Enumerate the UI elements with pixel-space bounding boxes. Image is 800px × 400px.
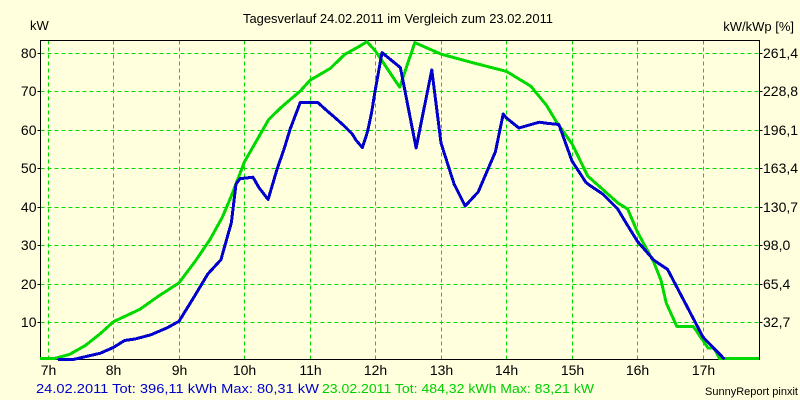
svg-text:80: 80 — [21, 45, 37, 61]
svg-text:10h: 10h — [233, 362, 256, 378]
svg-text:60: 60 — [21, 122, 37, 138]
svg-text:SunnyReport pinxit: SunnyReport pinxit — [705, 386, 798, 398]
svg-text:70: 70 — [21, 83, 37, 99]
svg-text:261,4: 261,4 — [763, 45, 798, 61]
svg-text:32,7: 32,7 — [763, 314, 790, 330]
svg-text:228,8: 228,8 — [763, 83, 798, 99]
svg-text:kW: kW — [30, 18, 50, 33]
svg-text:14h: 14h — [495, 362, 518, 378]
svg-text:10: 10 — [21, 314, 37, 330]
svg-text:9h: 9h — [172, 362, 188, 378]
svg-text:130,7: 130,7 — [763, 199, 798, 215]
svg-text:13h: 13h — [430, 362, 453, 378]
svg-text:40: 40 — [21, 199, 37, 215]
svg-text:11h: 11h — [299, 362, 321, 378]
svg-text:24.02.2011 Tot: 396,11 kWh Max: 24.02.2011 Tot: 396,11 kWh Max: 80,31 kW — [36, 381, 320, 396]
svg-text:23.02.2011 Tot: 484,32 kWh Max: 23.02.2011 Tot: 484,32 kWh Max: 83,21 kW — [322, 381, 595, 396]
svg-text:196,1: 196,1 — [763, 122, 798, 138]
svg-text:8h: 8h — [106, 362, 122, 378]
svg-text:65,4: 65,4 — [763, 276, 790, 292]
svg-text:Tagesverlauf 24.02.2011 im Ver: Tagesverlauf 24.02.2011 im Vergleich zum… — [243, 11, 553, 26]
svg-text:12h: 12h — [364, 362, 387, 378]
svg-text:kW/kWp [%]: kW/kWp [%] — [723, 19, 794, 34]
svg-text:20: 20 — [21, 276, 37, 292]
svg-text:17h: 17h — [692, 362, 715, 378]
svg-text:15h: 15h — [561, 362, 584, 378]
svg-text:7h: 7h — [41, 362, 57, 378]
svg-text:16h: 16h — [626, 362, 649, 378]
svg-text:30: 30 — [21, 237, 37, 253]
svg-text:50: 50 — [21, 160, 37, 176]
svg-text:163,4: 163,4 — [763, 160, 798, 176]
svg-text:98,0: 98,0 — [763, 237, 790, 253]
